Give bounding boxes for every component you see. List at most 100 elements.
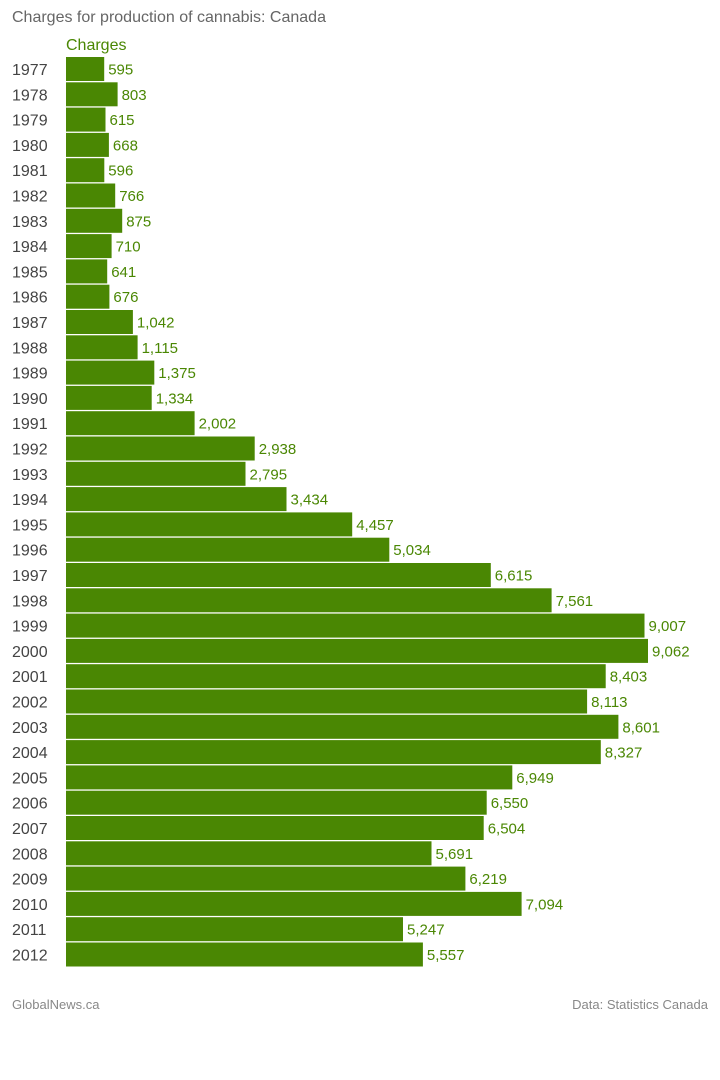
bar[interactable] (66, 891, 522, 916)
category-label: 1984 (12, 239, 48, 256)
bar[interactable] (66, 461, 246, 486)
category-label: 1996 (12, 543, 48, 560)
category-label: 1988 (12, 340, 48, 357)
category-label: 1987 (12, 315, 48, 332)
category-label: 2005 (12, 770, 48, 787)
category-label: 1998 (12, 593, 48, 610)
category-label: 2009 (12, 872, 48, 889)
category-label: 2002 (12, 695, 48, 712)
category-label: 1989 (12, 366, 48, 383)
bar[interactable] (66, 487, 287, 512)
category-label: 1992 (12, 442, 48, 459)
category-label: 2003 (12, 720, 48, 737)
bar[interactable] (66, 82, 118, 107)
category-label: 2004 (12, 745, 48, 762)
category-label: 1978 (12, 87, 48, 104)
bar[interactable] (66, 664, 606, 689)
footer-site-credit[interactable]: GlobalNews.ca (12, 997, 100, 1012)
bar[interactable] (66, 588, 552, 613)
bar[interactable] (66, 259, 108, 284)
value-label: 7,561 (556, 593, 594, 610)
value-label: 6,550 (491, 795, 529, 812)
category-label: 2008 (12, 846, 48, 863)
footer-data-source: Data: Statistics Canada (572, 997, 708, 1012)
bar[interactable] (66, 158, 105, 183)
category-label: 2012 (12, 948, 48, 965)
bar[interactable] (66, 512, 353, 537)
category-label: 1980 (12, 138, 48, 155)
category-label: 1983 (12, 214, 48, 231)
value-label: 9,062 (652, 643, 690, 660)
bar[interactable] (66, 107, 106, 132)
bar[interactable] (66, 841, 432, 866)
category-label: 1997 (12, 568, 48, 585)
value-label: 1,375 (158, 365, 196, 382)
bar[interactable] (66, 360, 155, 385)
bar[interactable] (66, 335, 138, 360)
category-label: 1981 (12, 163, 48, 180)
value-label: 766 (119, 188, 144, 205)
value-label: 710 (116, 239, 141, 256)
category-label: 2010 (12, 897, 48, 914)
value-label: 2,795 (250, 466, 288, 483)
value-label: 8,113 (591, 694, 627, 711)
value-label: 6,615 (495, 568, 533, 585)
value-label: 6,949 (516, 770, 554, 787)
bar[interactable] (66, 411, 195, 436)
category-label: 1977 (12, 62, 48, 79)
bar[interactable] (66, 563, 491, 587)
category-label: 1993 (12, 467, 48, 484)
category-label: 1979 (12, 113, 48, 130)
value-label: 6,219 (469, 871, 507, 888)
value-label: 641 (111, 264, 136, 281)
category-label: 2006 (12, 796, 48, 813)
category-label: 2011 (12, 922, 47, 939)
value-label: 8,403 (610, 669, 648, 686)
value-label: 596 (108, 163, 133, 180)
category-label: 2007 (12, 821, 48, 838)
bar[interactable] (66, 208, 123, 233)
value-label: 9,007 (649, 618, 687, 635)
value-label: 1,115 (142, 340, 178, 357)
bar[interactable] (66, 917, 403, 942)
value-label: 5,034 (393, 542, 431, 559)
bar[interactable] (66, 385, 152, 410)
bar[interactable] (66, 537, 390, 562)
category-label: 1995 (12, 517, 48, 534)
category-label: 1991 (12, 416, 48, 433)
bar[interactable] (66, 132, 109, 157)
bar[interactable] (66, 740, 601, 765)
value-label: 668 (113, 137, 138, 154)
bar[interactable] (66, 183, 116, 208)
category-label: 1986 (12, 290, 48, 307)
category-label: 1982 (12, 189, 48, 206)
bar[interactable] (66, 689, 588, 714)
bar[interactable] (66, 942, 423, 967)
value-label: 8,327 (605, 745, 643, 762)
value-label: 1,334 (156, 390, 194, 407)
bar[interactable] (66, 714, 619, 739)
category-label: 1999 (12, 619, 48, 636)
bar[interactable] (66, 816, 484, 840)
bar[interactable] (66, 57, 105, 81)
category-label: 2001 (12, 669, 48, 686)
category-label: 1990 (12, 391, 48, 408)
value-label: 5,557 (427, 947, 465, 964)
bar[interactable] (66, 234, 112, 259)
value-label: 676 (113, 289, 138, 306)
value-label: 803 (122, 87, 147, 104)
bar[interactable] (66, 765, 513, 790)
value-label: 7,094 (526, 896, 564, 913)
category-label: 2000 (12, 644, 48, 661)
bar[interactable] (66, 436, 255, 461)
bar[interactable] (66, 866, 466, 891)
bar[interactable] (66, 284, 110, 309)
bar[interactable] (66, 310, 133, 334)
bar[interactable] (66, 613, 645, 638)
bar[interactable] (66, 790, 487, 815)
value-label: 2,002 (199, 416, 237, 433)
value-label: 2,938 (259, 441, 297, 458)
category-label: 1985 (12, 264, 48, 281)
value-label: 6,504 (488, 821, 526, 838)
bar[interactable] (66, 638, 648, 663)
